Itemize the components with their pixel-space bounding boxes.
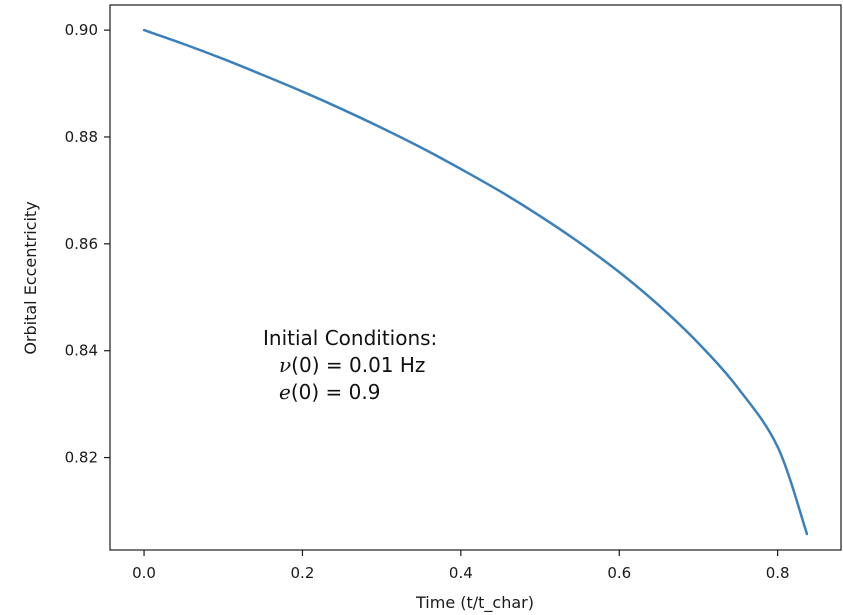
initial-conditions-annotation: Initial Conditions: ν(0) = 0.01 Hz e(0) … [263, 326, 437, 404]
x-tick-label: 0.2 [291, 564, 315, 582]
annotation-frequency-value: 0.01 Hz [349, 353, 425, 377]
y-tick-label: 0.88 [65, 128, 98, 146]
x-tick-label: 0.0 [132, 564, 156, 582]
y-tick-label: 0.84 [65, 342, 98, 360]
annotation-eccentricity: e(0) = 0.9 [279, 380, 380, 404]
annotation-frequency: ν(0) = 0.01 Hz [279, 353, 425, 377]
y-axis-ticks: 0.82 0.84 0.86 0.88 0.90 [65, 21, 110, 467]
plot-area [142, 28, 809, 536]
x-tick-label: 0.6 [607, 564, 631, 582]
annotation-eccentricity-value: 0.9 [349, 380, 381, 404]
annotation-eccentricity-symbol: e [279, 380, 291, 404]
y-tick-label: 0.86 [65, 235, 98, 253]
axes-frame [109, 4, 842, 551]
x-axis-ticks: 0.0 0.2 0.4 0.6 0.8 [132, 550, 790, 582]
x-tick-label: 0.4 [449, 564, 473, 582]
y-tick-label: 0.82 [65, 449, 98, 467]
y-tick-label: 0.90 [65, 21, 98, 39]
x-tick-label: 0.8 [766, 564, 790, 582]
annotation-title: Initial Conditions: [263, 326, 437, 350]
annotation-frequency-symbol: ν [279, 353, 291, 377]
annotation-eccentricity-arg: (0) = [291, 380, 349, 404]
x-axis-label: Time (t/t_char) [415, 593, 534, 613]
y-axis-label: Orbital Eccentricity [21, 201, 40, 354]
series-line-eccentricity [142, 28, 809, 536]
annotation-frequency-arg: (0) = [291, 353, 349, 377]
